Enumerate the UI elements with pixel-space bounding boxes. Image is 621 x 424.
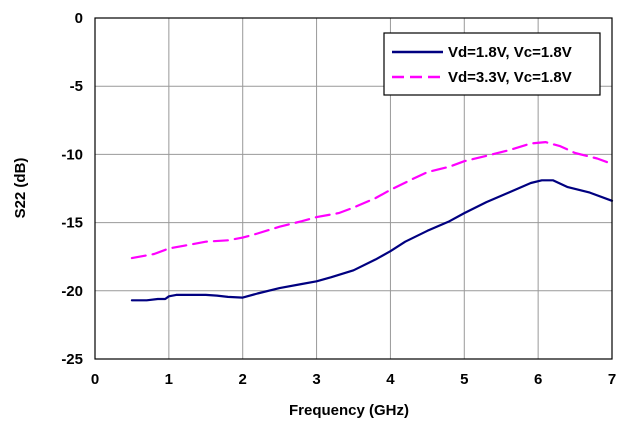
y-tick-label: -20 xyxy=(61,283,83,300)
x-tick-label: 1 xyxy=(165,371,173,388)
series-line-1 xyxy=(130,179,614,302)
x-tick-label: 4 xyxy=(386,371,395,388)
legend-label-1: Vd=1.8V, Vc=1.8V xyxy=(448,44,572,61)
y-tick-label: -10 xyxy=(61,146,83,163)
y-tick-label: 0 xyxy=(75,10,83,27)
series-layer xyxy=(130,141,614,302)
y-axis-label: S22 (dB) xyxy=(12,158,29,219)
x-tick-label: 5 xyxy=(460,371,468,388)
plot-border xyxy=(94,17,613,360)
y-tick-label: -15 xyxy=(61,215,83,232)
x-tick-label: 0 xyxy=(91,371,99,388)
series-line-2 xyxy=(130,141,614,260)
legend-label-2: Vd=3.3V, Vc=1.8V xyxy=(448,69,572,86)
x-tick-labels: 0 1 2 3 4 5 6 7 xyxy=(91,371,616,388)
y-tick-label: -5 xyxy=(70,78,83,95)
x-axis-label: Frequency (GHz) xyxy=(289,402,409,419)
y-tick-labels: 0 -5 -10 -15 -20 -25 xyxy=(61,10,83,368)
legend: Vd=1.8V, Vc=1.8V Vd=3.3V, Vc=1.8V xyxy=(383,32,601,96)
y-tick-label: -25 xyxy=(61,351,83,368)
x-tick-label: 2 xyxy=(239,371,247,388)
x-tick-label: 3 xyxy=(312,371,320,388)
x-tick-label: 7 xyxy=(608,371,616,388)
x-tick-label: 6 xyxy=(534,371,542,388)
legend-box xyxy=(383,32,601,96)
